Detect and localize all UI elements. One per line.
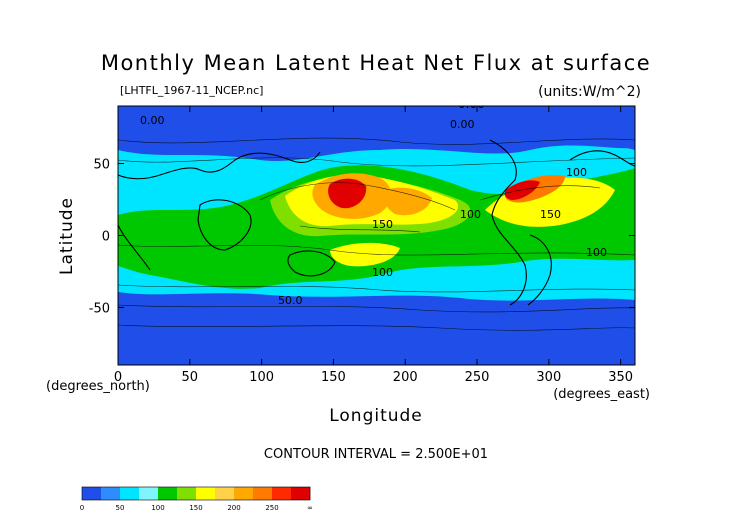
colorbar-bin (291, 487, 311, 500)
chart-title: Monthly Mean Latent Heat Net Flux at sur… (101, 51, 651, 75)
colorbar-tick-label: 150 (189, 504, 202, 512)
colorbar-tick-label: 200 (227, 504, 240, 512)
x-tick-label: 350 (608, 370, 633, 385)
colorbar-tick-label: 50 (116, 504, 125, 512)
contour-label: 0.00 (140, 114, 165, 127)
contour-interval: CONTOUR INTERVAL = 2.500E+01 (264, 447, 488, 462)
y-tick-label: 50 (93, 158, 110, 173)
colorbar-bin (196, 487, 216, 500)
field-band-yellow-south (330, 242, 400, 267)
colorbar-tick-label: ∞ (307, 504, 313, 512)
file-label: [LHTFL_1967-11_NCEP.nc] (120, 84, 263, 97)
colorbar-tick-label: 250 (265, 504, 278, 512)
field-max-kuroshio (328, 178, 367, 209)
plot-area: 0.00 0.00 0.00 100 150 100 150 100 100 5… (118, 97, 635, 365)
contour-label: 150 (540, 208, 561, 221)
y-axis: 50 0 -50 (89, 158, 635, 316)
contour-label: 150 (372, 218, 393, 231)
colorbar-bin (82, 487, 102, 500)
colorbar-bin (253, 487, 273, 500)
x-axis-label: Longitude (329, 406, 423, 426)
colorbar-bin (215, 487, 235, 500)
colorbar-ticks: 0 50 100 150 200 250 ∞ (80, 504, 313, 512)
contour-label: 100 (566, 166, 587, 179)
x-tick-label: 250 (465, 370, 490, 385)
contour-label: 100 (586, 246, 607, 259)
x-axis-units: (degrees_east) (553, 387, 650, 402)
x-tick-label: 300 (536, 370, 561, 385)
colorbar-bin (120, 487, 140, 500)
contour-lines (118, 137, 635, 331)
contour-label: 0.00 (450, 118, 475, 131)
x-tick-label: 150 (321, 370, 346, 385)
y-tick-label: 0 (102, 230, 110, 245)
x-tick-label: 100 (249, 370, 274, 385)
field-antarctic (118, 300, 635, 365)
colorbar-tick-label: 100 (151, 504, 164, 512)
colorbar-bin (158, 487, 178, 500)
x-tick-label: 0 (114, 370, 122, 385)
contour-label: 0.00 (458, 97, 485, 111)
x-axis: 0 50 100 150 200 250 300 350 (114, 106, 633, 385)
field-arctic (118, 106, 635, 150)
contour-label: 100 (460, 208, 481, 221)
field-band-orange-2 (383, 187, 432, 216)
y-axis-label: Latitude (57, 197, 77, 275)
colorbar (81, 486, 311, 501)
field-max-gulfstream (504, 180, 540, 200)
y-tick-label: -50 (89, 301, 110, 316)
colorbar-bin (272, 487, 292, 500)
colorbar-bin (101, 487, 121, 500)
y-axis-units: (degrees_north) (46, 379, 150, 394)
colorbar-tick-label: 0 (80, 504, 84, 512)
colorbar-frame (81, 486, 311, 501)
colorbar-bin (234, 487, 254, 500)
coastlines (118, 139, 635, 306)
x-tick-label: 50 (182, 370, 199, 385)
colorbar-bin (139, 487, 159, 500)
colorbar-bin (177, 487, 197, 500)
x-tick-label: 200 (393, 370, 418, 385)
contour-label: 50.0 (278, 294, 303, 307)
contour-label: 100 (372, 266, 393, 279)
units-label: (units:W/m^2) (538, 84, 641, 100)
